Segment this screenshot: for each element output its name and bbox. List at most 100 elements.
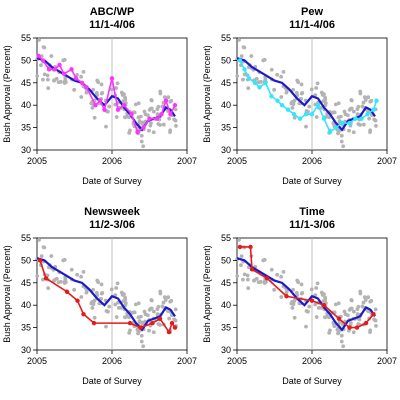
background-poll-point [356,122,361,126]
background-poll-point [309,287,314,292]
poll-point [264,276,270,281]
background-poll-point [314,86,319,90]
background-poll-point [374,323,378,328]
poll-point [169,320,175,326]
background-poll-point [299,291,304,296]
poll-point [347,120,352,126]
poll-point [365,111,370,117]
background-poll-point [122,92,126,97]
background-poll-point [139,333,144,338]
background-poll-point [366,295,371,300]
background-poll-point [239,254,244,259]
background-poll-point [348,306,353,311]
poll-point [309,298,315,303]
background-poll-point [275,72,280,77]
poll-point [172,325,178,330]
background-poll-point [168,299,173,304]
poll-point [374,98,379,103]
background-poll-point [139,133,144,138]
y-tick-label: 45 [221,78,231,88]
background-poll-point [139,339,144,344]
poll-point [309,111,315,117]
background-poll-point [137,319,142,323]
poll-point [336,316,342,321]
background-poll-point [292,315,297,320]
background-poll-point [56,80,61,85]
background-poll-point [122,315,127,320]
poll-point [141,125,146,130]
background-poll-point [291,287,296,292]
background-poll-point [107,304,112,309]
background-poll-point [327,315,331,320]
background-poll-point [304,324,308,329]
background-poll-point [241,45,246,50]
background-poll-point [368,99,373,104]
background-poll-point [323,295,327,300]
all-polls-cloud [35,237,178,349]
background-poll-point [235,274,240,278]
background-poll-point [306,309,310,314]
poll-point [57,62,62,68]
y-tick-label: 55 [221,233,231,243]
background-poll-point [357,317,362,322]
background-poll-point [75,272,80,277]
background-poll-point [158,289,163,294]
background-poll-point [109,287,114,292]
background-poll-point [361,100,366,105]
background-poll-point [333,102,338,107]
background-poll-point [339,139,344,144]
poll-point [321,303,327,308]
background-poll-point [372,317,377,322]
background-poll-point [62,279,67,284]
poll-point [269,94,274,99]
y-tick-label: 35 [221,323,231,333]
background-poll-point [262,279,267,284]
background-poll-point [79,295,84,299]
chart-title: Time [299,206,324,218]
background-poll-point [241,77,245,82]
background-poll-point [49,254,54,258]
poll-point [168,111,173,117]
background-poll-point [84,90,89,95]
background-poll-point [262,57,267,62]
poll-point [97,98,103,103]
background-poll-point [121,299,126,304]
chart-title: ABC/WP [90,6,135,18]
background-poll-point [360,304,365,309]
background-poll-point [75,72,80,77]
background-poll-point [104,124,108,129]
poll-point [166,329,172,335]
background-poll-point [361,300,366,305]
all-polls-cloud [235,37,378,149]
y-tick-label: 45 [21,78,31,88]
background-poll-point [347,128,351,133]
background-poll-point [147,128,151,133]
background-poll-point [161,122,166,127]
poll-point [333,125,339,130]
chart-subtitle: 11/1-4/06 [89,19,135,31]
background-poll-point [349,298,354,302]
poll-point [36,53,41,59]
y-tick-label: 40 [221,300,231,310]
background-poll-point [136,331,140,336]
background-poll-point [309,87,314,92]
y-tick-label: 50 [221,55,231,65]
all-polls-cloud [35,37,178,149]
chart-title: Newsweek [84,206,141,218]
poll-point [46,67,52,72]
background-poll-point [256,80,261,85]
y-tick-label: 50 [21,55,31,65]
background-poll-point [91,287,96,292]
background-poll-point [366,95,371,100]
background-poll-point [168,99,173,104]
background-poll-point [313,302,318,307]
background-poll-point [155,307,160,312]
background-poll-point [52,278,56,283]
background-poll-point [127,330,132,335]
background-poll-point [114,86,119,90]
poll-point [237,244,243,250]
background-poll-point [139,139,144,144]
